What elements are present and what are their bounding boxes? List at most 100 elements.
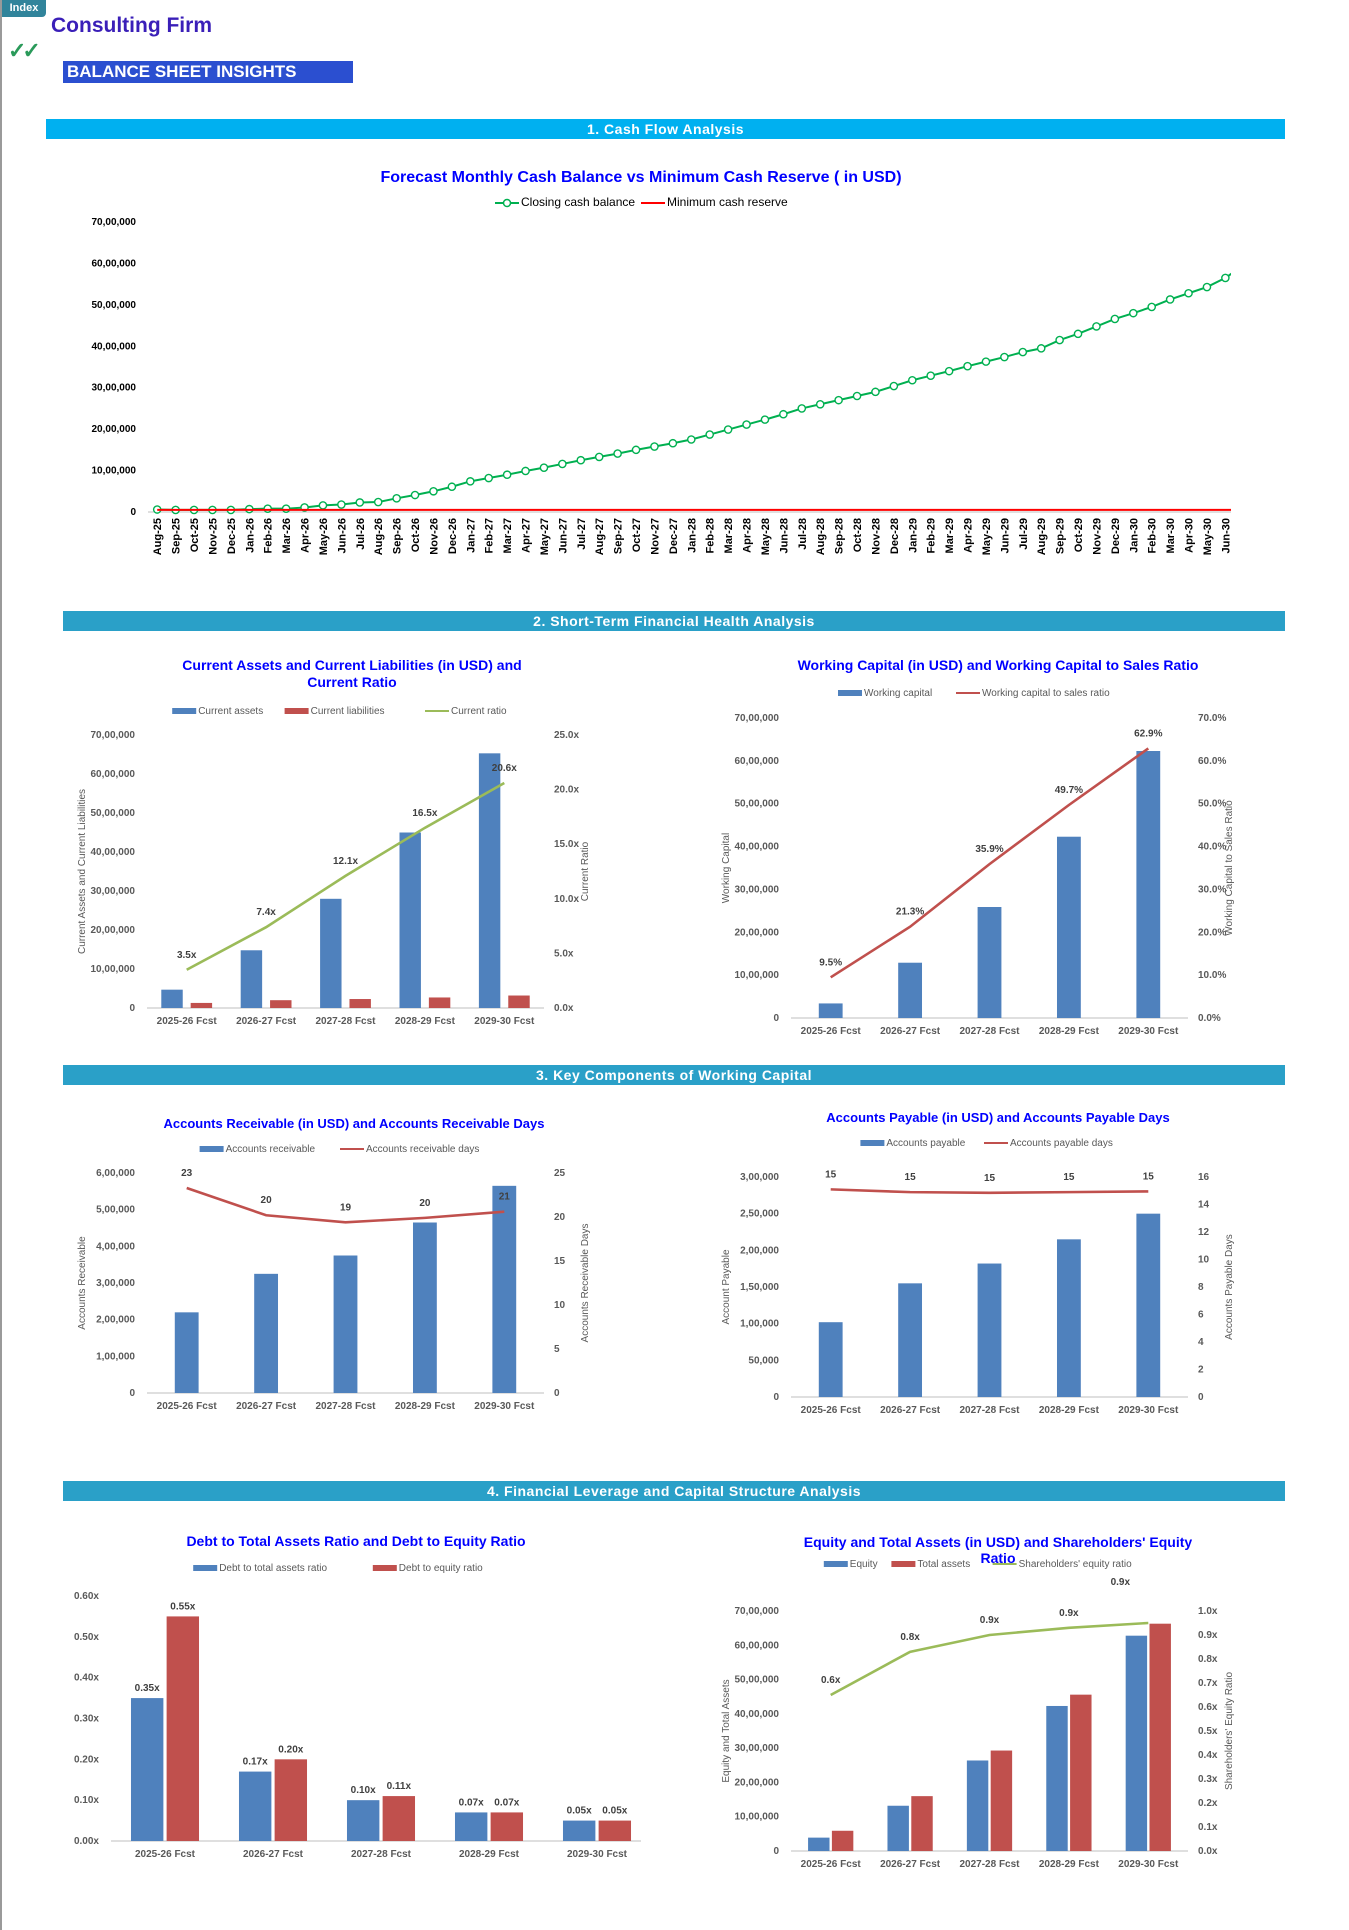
y-tick-label: 0.20x [74,1754,99,1765]
y-axis-title: Current Assets and Current Liabilities [77,789,88,954]
data-point [337,500,346,509]
chart-title: Forecast Monthly Cash Balance vs Minimum… [380,169,901,186]
legend-label: Debt to total assets ratio [219,1563,327,1574]
series-line [830,1188,1149,1195]
data-point [355,498,365,507]
bar [887,1805,909,1851]
data-point [650,442,659,451]
x-tick-label: Nov-25 [207,518,219,555]
y-tick-label: 3,00,000 [740,1172,779,1183]
debt-ratio-chart: Debt to Total Assets Ratio and Debt to E… [74,1533,641,1860]
x-tick-label: Sep-27 [613,518,625,554]
data-label: 0.6x [821,1675,841,1686]
y2-tick-label: 0.8x [1198,1654,1218,1665]
y-tick-label: 1,00,000 [96,1351,135,1362]
x-tick-label: Jun-29 [999,518,1011,553]
legend-swatch [860,1140,885,1146]
data-point [1055,335,1064,345]
y-tick-label: 1,50,000 [740,1282,779,1293]
x-tick-label: Dec-27 [668,518,680,554]
bar [898,1283,923,1397]
series-line [186,1186,505,1224]
bar [1125,1635,1148,1851]
y-tick-label: 5,00,000 [96,1205,135,1216]
data-point [742,420,751,429]
section-header-leverage: 4. Financial Leverage and Capital Struct… [63,1481,1285,1501]
bar [174,1312,199,1393]
legend-label: Accounts payable days [1010,1138,1113,1149]
y2-tick-label: 0.1x [1198,1822,1218,1833]
x-tick-label: Jun-27 [557,518,569,553]
y-tick-label: 0 [129,1003,135,1014]
bar [1136,751,1161,1018]
x-tick-label: 2025-26 Fcst [157,1401,218,1412]
bar [831,1830,854,1851]
x-tick-label: Jun-26 [336,518,348,553]
series-line [157,272,1231,511]
y2-tick-label: 50.0% [1198,799,1226,810]
y2-tick-label: 25.0x [554,730,579,741]
bar [274,1759,308,1841]
x-tick-label: 2027-28 Fcst [351,1849,412,1860]
data-point [852,391,862,401]
x-tick-label: 2026-27 Fcst [236,1401,297,1412]
data-point [1018,347,1028,357]
data-point [705,430,715,439]
y2-tick-label: 0.0% [1198,1013,1221,1024]
data-point [318,501,328,510]
y-tick-label: 70,00,000 [91,730,136,741]
y-axis-title: Equity and Total Assets [721,1679,732,1782]
legend-label: Shareholders' equity ratio [1019,1559,1133,1570]
y-tick-label: 40,00,000 [91,847,136,858]
data-label: 0.9x [1059,1608,1079,1619]
legend-label: Equity [850,1559,878,1570]
y2-tick-label: 60.0% [1198,756,1226,767]
bar [412,1222,437,1393]
legend-swatch [284,708,309,714]
bar [478,753,501,1008]
bar [818,1322,843,1397]
bar [562,1820,596,1841]
data-point [1036,344,1046,353]
legend-label: Accounts receivable days [366,1144,479,1155]
bar [966,1760,989,1851]
bar [190,1002,213,1008]
legend-swatch [823,1561,848,1567]
firm-name: Consulting Firm [51,14,212,37]
legend-label: Working capital [864,688,932,699]
y2-tick-label: 0 [1198,1392,1204,1403]
y-axis-title: Working Capital [721,833,732,903]
y-tick-label: 2,00,000 [96,1315,135,1326]
y-tick-label: 70,00,000 [735,713,780,724]
y2-tick-label: 40.0% [1198,842,1226,853]
legend-swatch [172,708,197,714]
index-button[interactable]: Index [2,0,46,17]
y-tick-label: 70,00,000 [92,217,137,228]
y-tick-label: 0.00x [74,1836,99,1847]
data-label: 0.07x [459,1797,484,1808]
legend-swatch [199,1146,224,1152]
data-label: 21 [499,1192,511,1203]
x-tick-label: Oct-26 [410,518,422,552]
y-tick-label: 0 [130,507,136,518]
data-label: 20 [419,1198,431,1209]
chart-title: Working Capital (in USD) and Working Cap… [798,657,1199,673]
x-tick-label: 2028-29 Fcst [1039,1405,1100,1416]
data-point [963,361,972,371]
chart-title: Accounts Payable (in USD) and Accounts P… [826,1110,1169,1125]
section-header-cash-flow: 1. Cash Flow Analysis [46,119,1285,139]
data-label: 0.11x [387,1781,412,1792]
x-tick-label: 2026-27 Fcst [236,1016,297,1027]
legend-marker [502,198,512,208]
y2-tick-label: 6 [1198,1310,1204,1321]
data-point [889,381,899,391]
data-label: 0.8x [900,1632,920,1643]
x-tick-label: 2028-29 Fcst [395,1401,456,1412]
y-tick-label: 30,00,000 [735,884,780,895]
data-point [392,494,401,503]
data-label: 49.7% [1055,785,1083,796]
y-tick-label: 30,00,000 [735,1743,780,1754]
x-tick-label: 2028-29 Fcst [1039,1026,1100,1037]
data-point [926,371,936,380]
legend-swatch [193,1565,218,1571]
